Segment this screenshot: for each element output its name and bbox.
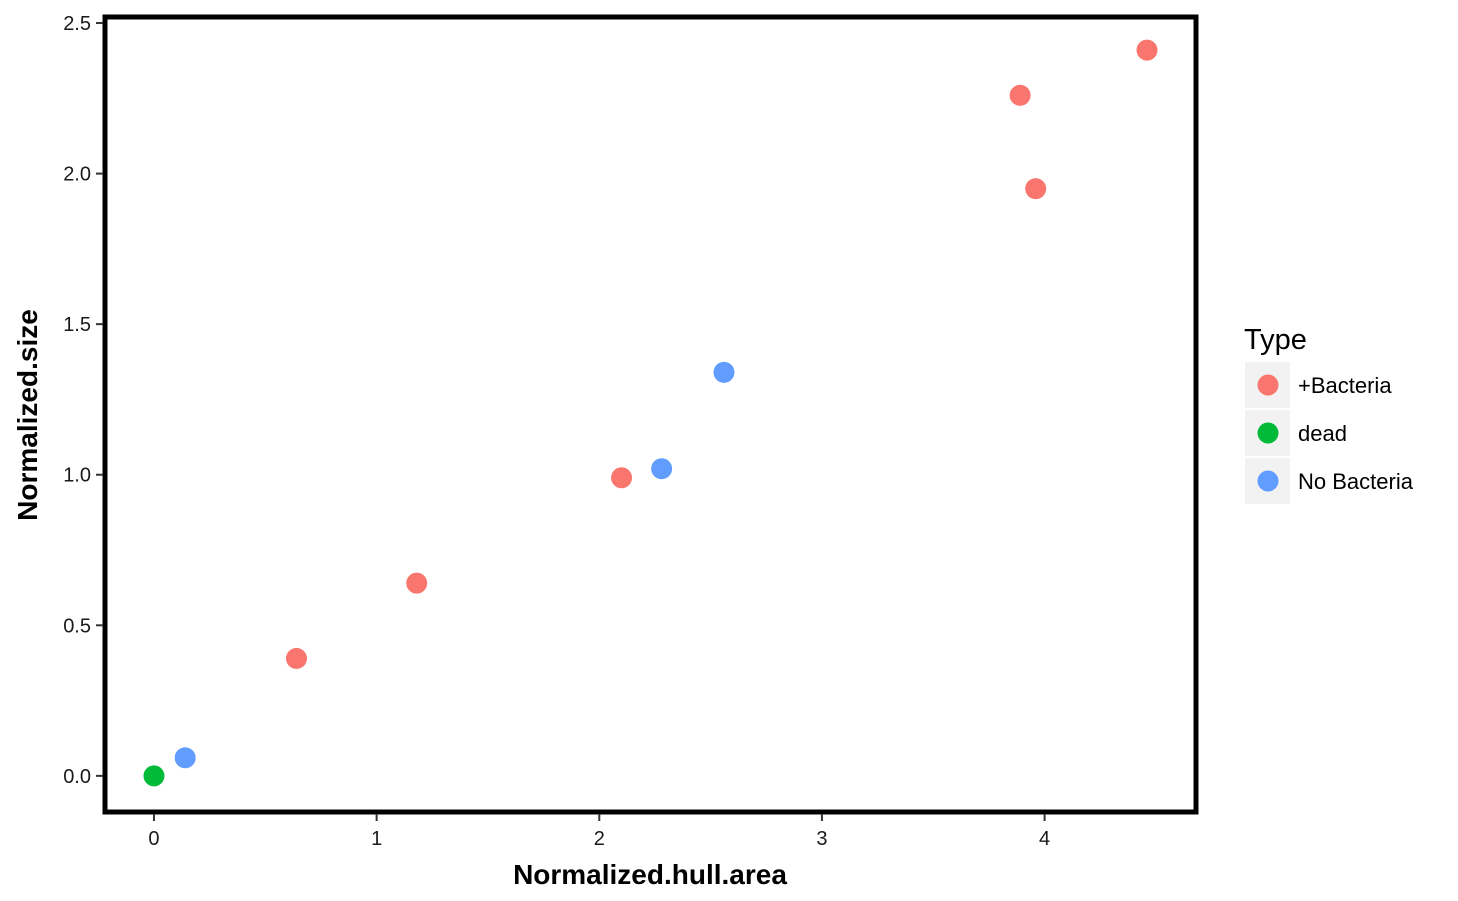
x-axis-title: Normalized.hull.area [513,859,787,890]
legend-key-dot [1257,374,1279,396]
data-point-no-bacteria [713,361,735,383]
data-point-bacteria [1136,39,1158,61]
legend-key-dot [1257,422,1279,444]
plot-panel [102,14,1199,815]
legend-item-dead: dead [1245,410,1347,456]
data-point-bacteria [1025,178,1047,200]
data-point-bacteria [611,467,633,489]
legend-items: +Bacteria dead No Bacteria [1245,362,1414,504]
y-tick-label: 2.5 [63,13,91,35]
legend-label: dead [1298,421,1347,446]
x-tick-label: 2 [594,828,605,850]
legend-item-bacteria: +Bacteria [1245,362,1392,408]
x-tick-label: 3 [816,828,827,850]
x-tick-label: 0 [148,828,159,850]
legend-label: +Bacteria [1298,373,1392,398]
data-point-bacteria [406,572,428,594]
y-axis-title: Normalized.size [12,309,43,521]
y-tick-label: 1.5 [63,314,91,336]
legend-title: Type [1244,324,1307,356]
legend: Type +Bacteria dead No Bacteria [1244,324,1414,504]
y-axis: 0.0 0.5 1.0 1.5 2.0 2.5 [63,13,103,788]
x-tick-label: 1 [371,828,382,850]
legend-label: No Bacteria [1298,469,1414,494]
y-tick-label: 2.0 [63,164,91,186]
y-tick-label: 0.5 [63,615,91,637]
x-tick-label: 4 [1039,828,1050,850]
data-point-bacteria [285,647,307,669]
y-tick-label: 1.0 [63,465,91,487]
data-point-dead [143,765,165,787]
legend-key-dot [1257,470,1279,492]
x-axis: 0 1 2 3 4 [148,814,1050,850]
legend-item-no-bacteria: No Bacteria [1245,458,1414,504]
data-point-no-bacteria [174,747,196,769]
y-tick-label: 0.0 [63,766,91,788]
data-point-bacteria [1009,84,1031,106]
data-point-no-bacteria [651,458,673,480]
data-points [143,39,1158,787]
